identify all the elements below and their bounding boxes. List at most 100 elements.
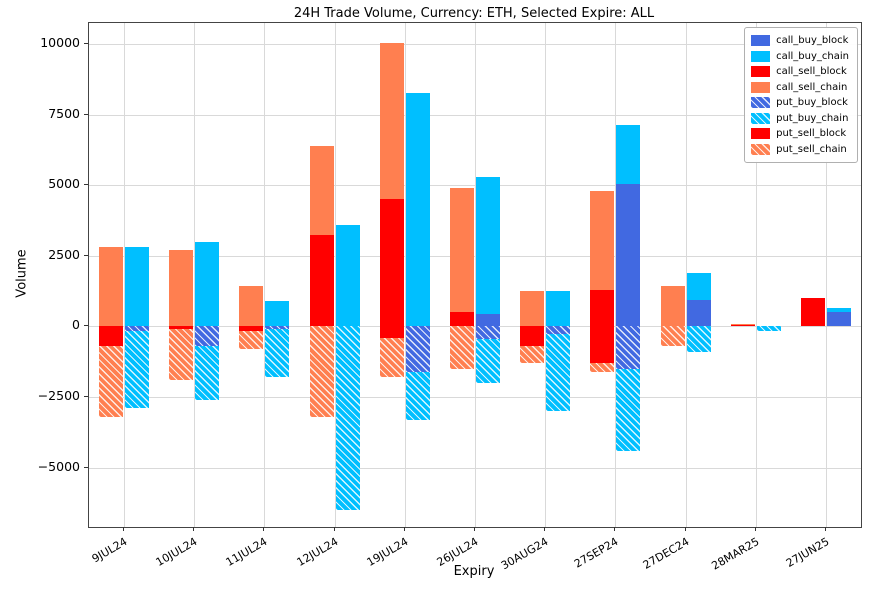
bar-segment-call_sell_chain [660,285,685,327]
bar-segment-call_sell_chain [730,323,755,326]
x-tick-mark [824,527,826,531]
legend-item-label: call_sell_block [776,66,847,78]
bar-segment-call_sell_chain [379,42,404,200]
bar-segment-call_buy_chain [826,308,851,313]
y-tick-label: 0 [72,317,80,333]
bar-segment-put_buy_block [616,326,641,369]
legend-item-label: call_sell_chain [776,81,848,93]
bar-segment-call_sell_block [450,312,474,327]
y-axis-label: Volume [14,249,30,298]
bar-segment-put_buy_chain [265,329,290,378]
bar-segment-put_buy_chain [616,368,641,451]
bar-segment-call_buy_block [616,183,641,327]
bar-segment-call_sell_chain [520,291,545,327]
put_buy_chain-swatch [751,112,771,124]
v-gridline [194,23,196,527]
bar-segment-call_buy_chain [125,247,150,327]
x-tick-mark [263,527,265,531]
bar-segment-call_buy_block [826,312,851,327]
legend-item: put_sell_chain [751,142,849,158]
bar-segment-call_buy_chain [546,291,571,327]
bar-segment-call_buy_chain [195,241,220,327]
x-tick-mark [754,527,756,531]
call_buy_chain-swatch [751,50,771,62]
put_sell_chain-swatch [751,143,771,155]
legend-item: call_sell_block [751,64,849,80]
legend-item: call_sell_chain [751,80,849,96]
call_sell_block-swatch [751,66,771,78]
bar-segment-put_buy_block [195,326,220,347]
bar-segment-put_sell_block [590,326,615,364]
y-tick-label: 5000 [48,176,80,192]
call_sell_chain-swatch [751,81,771,93]
bar-segment-call_buy_block [476,313,500,327]
legend-item-label: put_buy_chain [776,112,849,124]
bar-segment-put_buy_block [125,326,150,331]
bar-segment-call_buy_chain [616,124,641,184]
bar-segment-call_buy_block [686,299,711,327]
bar-segment-call_buy_chain [476,176,500,314]
bar-segment-call_sell_chain [590,190,615,290]
v-gridline [124,23,126,527]
y-tick-label: −2500 [37,388,80,404]
bar-segment-put_buy_chain [686,326,711,352]
v-gridline [545,23,547,527]
bar-segment-put_sell_chain [169,329,194,381]
v-gridline [404,23,406,527]
call_buy_block-swatch [751,35,771,47]
x-tick-mark [193,527,195,531]
bar-segment-put_sell_chain [590,363,615,372]
put_sell_block-swatch [751,128,771,140]
bar-segment-call_sell_block [379,199,404,327]
legend-item: put_buy_block [751,95,849,111]
bar-segment-put_sell_chain [379,337,404,378]
y-tick-label: 2500 [48,246,80,262]
x-tick-mark [684,527,686,531]
bar-segment-put_buy_block [546,326,571,334]
bar-segment-call_sell_chain [239,285,264,327]
y-tick-label: 7500 [48,105,80,121]
x-tick-mark [614,527,616,531]
y-tick-mark [84,254,88,256]
bar-segment-call_sell_chain [309,145,334,235]
legend-item: put_sell_block [751,126,849,142]
v-gridline [685,23,687,527]
y-tick-label: 10000 [40,35,80,51]
x-tick-mark [544,527,546,531]
bar-segment-put_sell_chain [309,326,334,417]
plot-area [88,22,862,528]
y-tick-mark [84,184,88,186]
bar-segment-put_sell_chain [239,330,264,350]
v-gridline [475,23,476,527]
bar-segment-call_sell_chain [99,247,124,327]
y-tick-mark [84,325,88,327]
bar-segment-put_buy_chain [335,326,360,511]
legend-item-label: put_sell_chain [776,143,847,155]
bar-segment-put_sell_chain [99,346,124,417]
y-tick-mark [84,113,88,115]
legend-item: call_buy_chain [751,49,849,65]
bar-segment-put_buy_chain [405,371,430,420]
bar-segment-put_buy_block [405,326,430,372]
bar-segment-put_sell_chain [450,326,474,369]
legend: call_buy_block call_buy_chain call_sell_bl… [744,27,858,163]
bar-segment-put_sell_chain [660,326,685,347]
bar-segment-put_sell_block [520,326,545,347]
y-tick-mark [84,396,88,398]
bar-segment-call_buy_chain [265,301,290,327]
v-gridline [615,23,617,527]
put_buy_block-swatch [751,97,771,109]
bar-segment-put_sell_chain [520,346,545,364]
x-tick-mark [403,527,405,531]
bar-segment-call_sell_block [590,289,615,327]
bar-segment-put_buy_block [265,326,290,330]
bar-segment-call_sell_chain [450,188,474,313]
bar-segment-put_buy_block [476,326,500,340]
y-tick-mark [84,43,88,45]
x-tick-mark [333,527,335,531]
x-tick-mark [123,527,125,531]
x-axis-label: Expiry [453,564,495,579]
y-tick-label: −5000 [37,458,80,474]
bar-segment-put_sell_block [239,326,264,331]
